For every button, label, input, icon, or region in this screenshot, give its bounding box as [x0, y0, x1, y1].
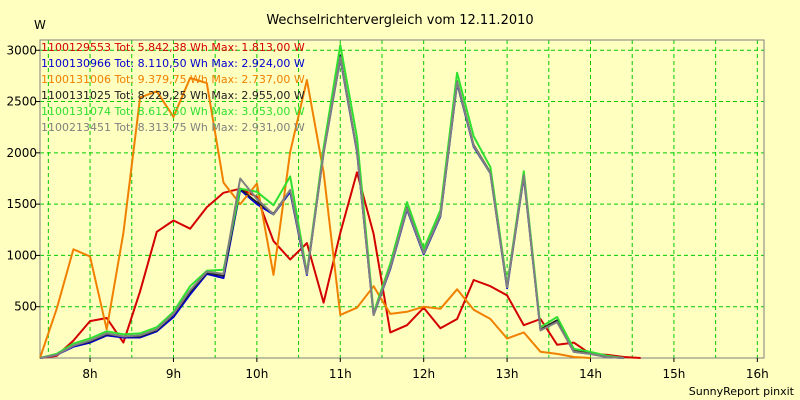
series-line-1100213451	[39, 56, 624, 359]
y-axis-label: W	[34, 18, 46, 32]
plot-area	[40, 40, 764, 358]
x-tick-label: 16h	[746, 367, 769, 381]
y-tick-label: 3000	[6, 43, 37, 57]
y-tick-label: 2000	[6, 146, 37, 160]
chart-title: Wechselrichtervergleich vom 12.11.2010	[266, 13, 533, 28]
y-tick-label: 500	[14, 300, 37, 314]
legend-entry-1100131025: 1100131025 Tot: 8.229,25 Wh Max: 2.955,0…	[41, 89, 305, 102]
x-tick-label: 13h	[496, 367, 519, 381]
x-tick-label: 8h	[82, 367, 97, 381]
x-tick-label: 15h	[662, 367, 685, 381]
x-tick-label: 11h	[329, 367, 352, 381]
legend-entry-1100131074: 1100131074 Tot: 8.612,50 Wh Max: 3.053,0…	[41, 105, 305, 118]
legend-entry-1100213451: 1100213451 Tot: 8.313,75 Wh Max: 2.931,0…	[41, 121, 305, 134]
credit-label: SunnyReport pinxit	[689, 385, 795, 398]
y-tick-label: 1500	[6, 197, 37, 211]
x-tick-label: 12h	[412, 367, 435, 381]
legend-entry-1100129553: 1100129553 Tot: 5.842,38 Wh Max: 1.813,0…	[41, 41, 305, 54]
series-line-1100131006	[39, 77, 591, 359]
legend-entry-1100130966: 1100130966 Tot: 8.110,50 Wh Max: 2.924,0…	[41, 57, 305, 70]
x-tick-label: 10h	[245, 367, 268, 381]
legend-entry-1100131006: 1100131006 Tot: 9.379,75 Wh Max: 2.737,0…	[41, 73, 305, 86]
plot-frame	[39, 39, 765, 359]
y-tick-label: 2500	[6, 95, 37, 109]
x-tick-label: 9h	[166, 367, 181, 381]
x-tick-label: 14h	[579, 367, 602, 381]
y-tick-label: 1000	[6, 248, 37, 262]
